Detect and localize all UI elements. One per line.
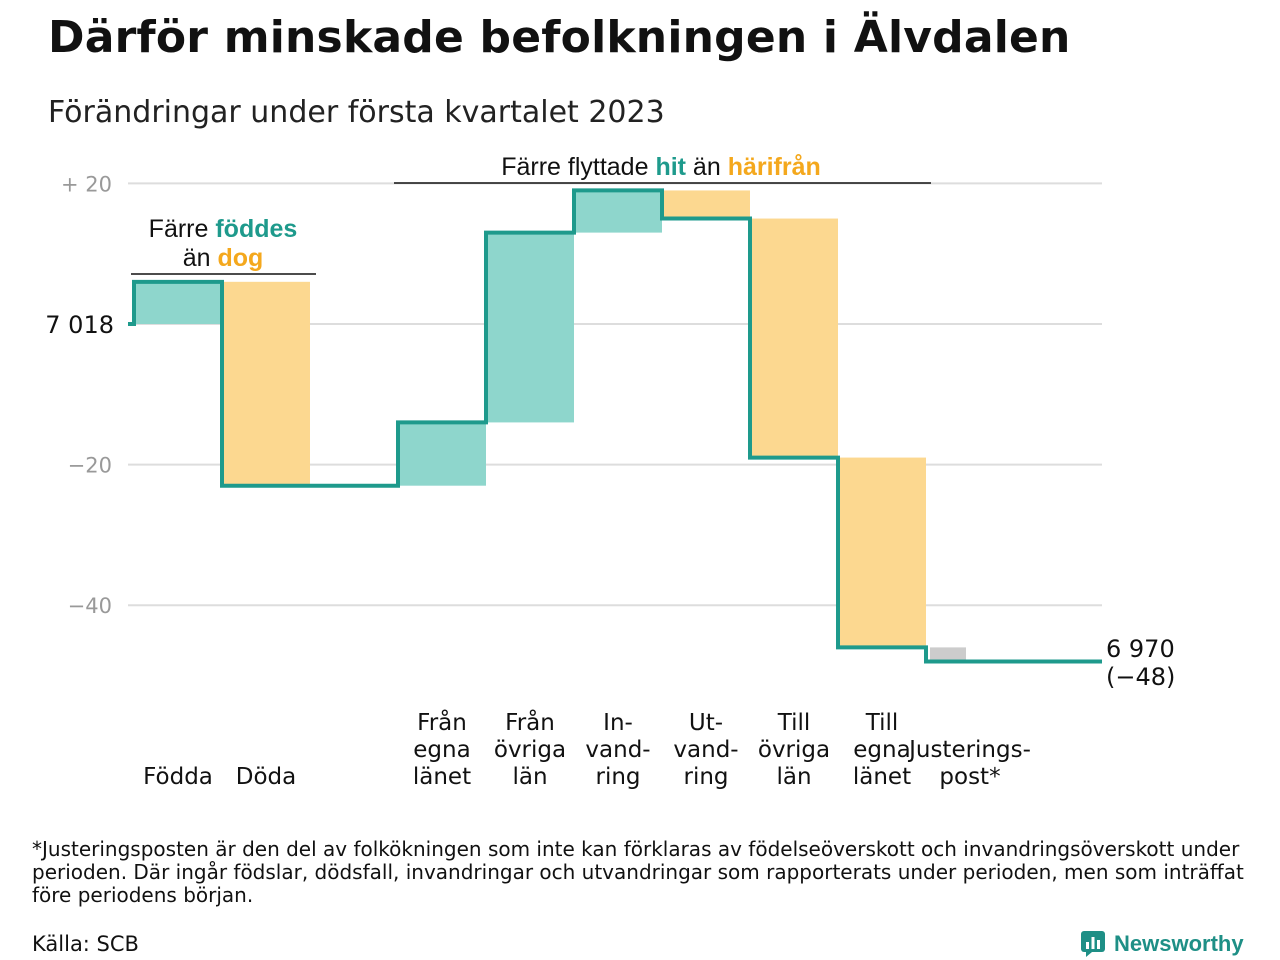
end-value-label: 6 970 [1106, 635, 1175, 663]
footnote: *Justeringsposten är den del av folkökni… [32, 837, 1244, 907]
category-label-fran-ovriga-lan: Från [505, 708, 555, 736]
category-label-justeringspost: post* [939, 764, 1000, 790]
bar-till-egna-lanet [838, 457, 926, 648]
running-total-line [128, 188, 1102, 664]
y-tick-label: + 20 [61, 172, 112, 196]
category-label-fran-egna-lanet: Från [417, 708, 467, 736]
end-change-label: (−48) [1106, 663, 1175, 691]
bar-invandring [574, 190, 662, 233]
category-label-invandring: In- [603, 710, 633, 736]
category-label-fran-ovriga-lan: övriga [494, 737, 566, 763]
category-label-invandring: vand- [585, 737, 650, 763]
category-label-utvandring: ring [683, 764, 728, 790]
annotation-birth-line2: än dog [183, 244, 264, 272]
category-label-till-egna-lanet: Till [865, 710, 899, 736]
bar-justeringspost [930, 647, 966, 662]
bar-fodda [134, 281, 222, 324]
category-label-fran-egna-lanet: egna [413, 737, 470, 763]
category-label-fran-ovriga-lan: län [512, 764, 547, 790]
category-label-till-ovriga-lan: län [776, 764, 811, 790]
brand-logo[interactable]: Newsworthy [1080, 928, 1244, 960]
bar-utvandring [662, 190, 750, 219]
y-tick-label: −20 [68, 454, 112, 478]
bar-fran-egna-lanet [398, 422, 486, 486]
y-axis: + 20 −20 −40 7 018 [45, 172, 114, 618]
category-label-till-egna-lanet: länet [853, 764, 911, 790]
newsworthy-icon [1081, 931, 1105, 957]
category-label-justeringspost: Justerings- [907, 737, 1031, 763]
bar-fran-ovriga-lan [486, 232, 574, 423]
start-value-label: 7 018 [45, 311, 114, 339]
category-label-till-ovriga-lan: Till [777, 710, 811, 736]
bar-till-ovriga-lan [750, 218, 838, 458]
annotation-migration: Färre flyttade hit än härifrån [501, 153, 821, 181]
category-label-doda: Döda [236, 764, 296, 790]
bar-doda [222, 281, 310, 486]
category-label-utvandring: Ut- [689, 710, 723, 736]
category-labels: Födda DödaFrånegnalänetFrånövrigalänIn-va… [143, 708, 1031, 790]
y-tick-label: −40 [68, 594, 112, 618]
category-label-utvandring: vand- [673, 737, 738, 763]
category-label-till-ovriga-lan: övriga [758, 737, 830, 763]
waterfall-chart: + 20−20−407 018 Födda DödaFrånegnalänetFr… [45, 153, 1175, 790]
category-label-till-egna-lanet: egna [853, 737, 910, 763]
chart-subtitle: Förändringar under första kvartalet 2023 [48, 95, 665, 130]
category-label-fran-egna-lanet: länet [413, 764, 471, 790]
bars [134, 190, 966, 662]
category-label-fodda: Födda [143, 764, 213, 790]
end-labels: 6 970(−48) [1106, 635, 1175, 691]
chart-title: Därför minskade befolkningen i Älvdalen [48, 12, 1071, 63]
annotation-birth-line1: Färre föddes [149, 215, 298, 243]
source: Källa: SCB [32, 932, 139, 956]
brand-name: Newsworthy [1114, 931, 1244, 956]
category-label-invandring: ring [595, 764, 640, 790]
